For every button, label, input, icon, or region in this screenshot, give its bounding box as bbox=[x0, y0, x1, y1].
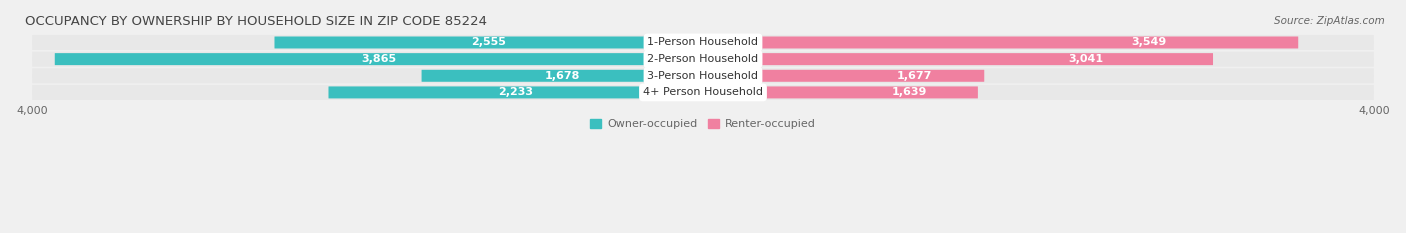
Text: 2-Person Household: 2-Person Household bbox=[647, 54, 759, 64]
FancyBboxPatch shape bbox=[703, 70, 984, 82]
FancyBboxPatch shape bbox=[32, 52, 1374, 67]
Text: 1-Person Household: 1-Person Household bbox=[648, 38, 758, 48]
Text: 2,233: 2,233 bbox=[498, 87, 533, 97]
FancyBboxPatch shape bbox=[32, 85, 1374, 100]
FancyBboxPatch shape bbox=[422, 70, 703, 82]
FancyBboxPatch shape bbox=[703, 37, 1298, 48]
FancyBboxPatch shape bbox=[55, 53, 703, 65]
Text: 1,639: 1,639 bbox=[891, 87, 927, 97]
FancyBboxPatch shape bbox=[329, 86, 703, 98]
Legend: Owner-occupied, Renter-occupied: Owner-occupied, Renter-occupied bbox=[586, 114, 820, 134]
Text: 3,549: 3,549 bbox=[1132, 38, 1167, 48]
FancyBboxPatch shape bbox=[32, 35, 1374, 50]
FancyBboxPatch shape bbox=[703, 86, 979, 98]
FancyBboxPatch shape bbox=[703, 53, 1213, 65]
Text: 3-Person Household: 3-Person Household bbox=[648, 71, 758, 81]
Text: 3,041: 3,041 bbox=[1069, 54, 1104, 64]
FancyBboxPatch shape bbox=[274, 37, 703, 48]
Text: 3,865: 3,865 bbox=[361, 54, 396, 64]
Text: Source: ZipAtlas.com: Source: ZipAtlas.com bbox=[1274, 16, 1385, 26]
Text: OCCUPANCY BY OWNERSHIP BY HOUSEHOLD SIZE IN ZIP CODE 85224: OCCUPANCY BY OWNERSHIP BY HOUSEHOLD SIZE… bbox=[25, 15, 488, 28]
Text: 1,677: 1,677 bbox=[896, 71, 932, 81]
Text: 4+ Person Household: 4+ Person Household bbox=[643, 87, 763, 97]
FancyBboxPatch shape bbox=[32, 68, 1374, 83]
Text: 1,678: 1,678 bbox=[544, 71, 579, 81]
Text: 2,555: 2,555 bbox=[471, 38, 506, 48]
